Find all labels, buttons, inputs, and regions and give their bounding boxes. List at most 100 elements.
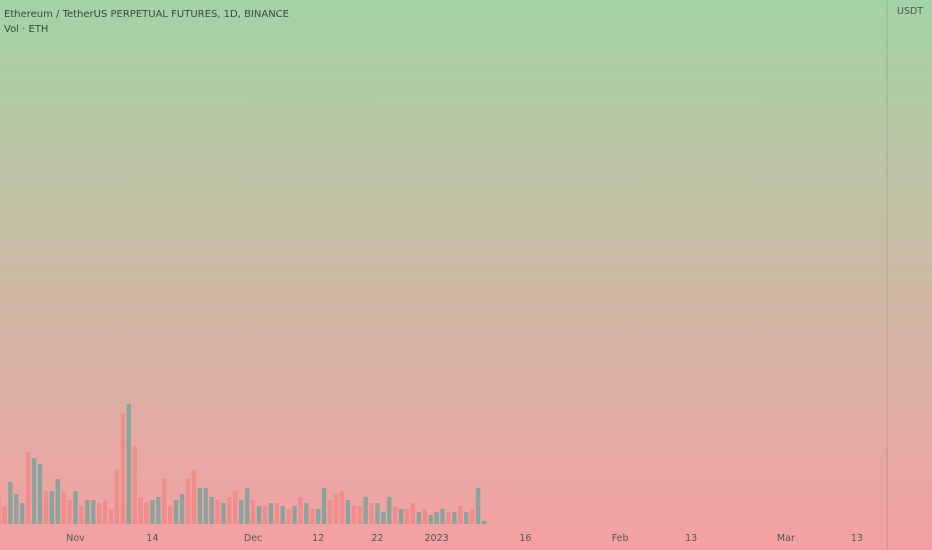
volume-bar xyxy=(446,512,451,524)
volume-bar xyxy=(55,479,60,524)
volume-bar xyxy=(244,488,250,524)
volume-bar xyxy=(404,509,410,524)
volume-bar xyxy=(292,506,297,524)
volume-bar xyxy=(464,512,469,524)
volume-bar xyxy=(25,452,31,524)
volume-bar xyxy=(43,491,49,524)
volume-bar xyxy=(197,488,203,524)
volume-bar xyxy=(428,515,433,524)
volume-bar xyxy=(173,500,179,524)
volume-bar xyxy=(185,479,191,524)
volume-bar xyxy=(316,509,321,524)
volume-bar xyxy=(8,482,13,524)
volume-bar xyxy=(126,404,131,524)
time-tick-label: 2023 xyxy=(425,533,449,544)
volume-bar xyxy=(168,506,173,524)
volume-bar xyxy=(363,497,368,524)
volume-bar xyxy=(79,506,84,524)
volume-bar xyxy=(262,506,268,524)
volume-bar xyxy=(369,503,374,524)
volume-bar xyxy=(2,506,7,524)
volume-bar xyxy=(434,512,439,524)
volume-bar xyxy=(162,479,167,524)
volume-bar xyxy=(475,488,481,524)
volume-bar xyxy=(150,500,155,524)
time-tick-label: 14 xyxy=(146,533,158,544)
volume-bar xyxy=(481,521,487,524)
volume-bar xyxy=(375,503,380,524)
volume-bar xyxy=(108,509,114,524)
volume-bar xyxy=(398,509,404,524)
volume-bar xyxy=(345,500,351,524)
time-tick-label: Dec xyxy=(244,533,262,544)
volume-bar xyxy=(179,494,185,524)
volume-bar xyxy=(114,470,120,524)
volume-bar xyxy=(469,509,475,524)
time-tick-label: Mar xyxy=(777,533,795,544)
volume-bar xyxy=(357,506,362,524)
volume-bar xyxy=(67,500,72,524)
volume-bar xyxy=(102,500,108,524)
time-tick-label: 13 xyxy=(685,533,697,544)
price-tick-label: 850.00 xyxy=(897,0,930,3)
price-axis-unit: USDT xyxy=(897,6,923,17)
volume-bar xyxy=(96,503,102,524)
volume-bar xyxy=(20,503,25,524)
volume-bar xyxy=(215,500,220,524)
volume-bar xyxy=(91,500,96,524)
volume-bar xyxy=(239,500,244,524)
volume-bar xyxy=(221,503,226,524)
volume-bar xyxy=(227,497,232,524)
time-tick-label: 16 xyxy=(519,533,531,544)
volume-bar xyxy=(298,497,303,524)
volume-bar xyxy=(416,512,422,524)
volume-bar xyxy=(73,491,78,524)
volume-bar xyxy=(304,503,309,524)
volume-bar xyxy=(138,497,143,524)
volume-bar xyxy=(422,509,427,524)
volume-bar xyxy=(339,491,345,524)
volume-bar xyxy=(321,488,327,524)
volume-bar xyxy=(458,506,463,524)
volume-bar xyxy=(37,464,43,524)
volume-bar xyxy=(250,500,256,524)
volume-bar xyxy=(440,509,445,524)
volume-bar xyxy=(333,494,339,524)
volume-bar xyxy=(209,497,214,524)
volume-bar xyxy=(132,446,137,524)
volume-bar xyxy=(14,494,19,524)
volume-bar xyxy=(410,503,416,524)
volume-bar xyxy=(381,512,386,524)
volume-bar xyxy=(49,491,55,524)
symbol-title[interactable]: Ethereum / TetherUS PERPETUAL FUTURES, 1… xyxy=(4,9,289,20)
volume-bar xyxy=(0,497,1,524)
volume-bar xyxy=(280,506,285,524)
volume-bar xyxy=(61,491,66,524)
volume-bar xyxy=(310,509,315,524)
time-tick-label: 12 xyxy=(312,533,324,544)
volume-bar xyxy=(392,506,398,524)
volume-legend: Vol · ETH xyxy=(4,24,49,35)
volume-bar xyxy=(144,503,149,524)
volume-bar xyxy=(233,491,238,524)
volume-bar xyxy=(203,488,208,524)
volume-bar xyxy=(286,509,291,524)
volume-bar xyxy=(452,512,457,524)
time-tick-label: 22 xyxy=(371,533,383,544)
volume-bar xyxy=(351,506,356,524)
volume-bar xyxy=(387,497,392,524)
volume-bar xyxy=(327,500,333,524)
volume-bar xyxy=(120,413,126,524)
volume-bar xyxy=(274,503,279,524)
volume-bar xyxy=(268,503,274,524)
time-tick-label: 13 xyxy=(851,533,863,544)
volume-bar xyxy=(31,458,37,524)
time-tick-label: Nov xyxy=(66,533,85,544)
volume-bar xyxy=(85,500,90,524)
volume-bar xyxy=(191,470,197,524)
volume-bar xyxy=(156,497,161,524)
time-tick-label: Feb xyxy=(612,533,629,544)
